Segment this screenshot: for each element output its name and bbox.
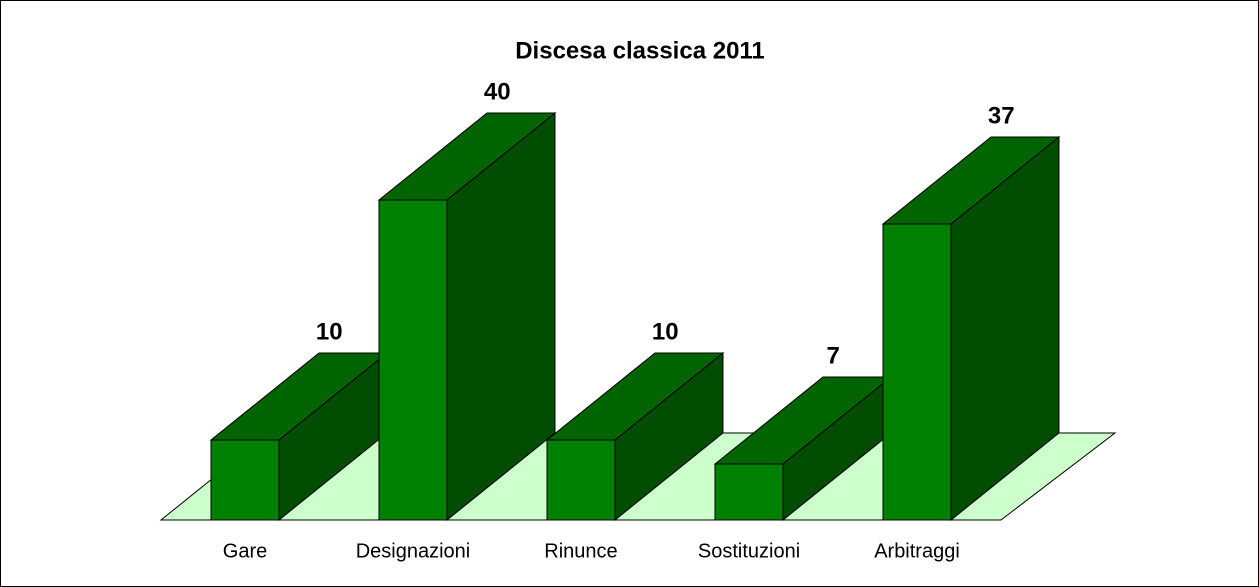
value-label: 37 bbox=[988, 102, 1015, 129]
bar-front bbox=[714, 463, 784, 521]
bar-front bbox=[546, 439, 616, 521]
chart-title: Discesa classica 2011 bbox=[515, 37, 765, 64]
bar-front bbox=[882, 223, 952, 521]
value-label: 40 bbox=[484, 78, 511, 105]
x-tick-label: Designazioni bbox=[356, 540, 471, 562]
x-tick-label: Sostituzioni bbox=[698, 540, 800, 562]
value-label: 7 bbox=[827, 342, 840, 369]
value-label: 10 bbox=[316, 318, 343, 345]
value-label: 10 bbox=[652, 318, 679, 345]
x-tick-label: Arbitraggi bbox=[874, 540, 960, 562]
bar bbox=[713, 375, 893, 522]
bar bbox=[545, 351, 725, 522]
bar bbox=[209, 351, 389, 522]
bar bbox=[377, 111, 557, 522]
x-tick-label: Rinunce bbox=[544, 540, 617, 562]
bar bbox=[881, 135, 1061, 522]
bar-front bbox=[210, 439, 280, 521]
bar-front bbox=[378, 199, 448, 521]
x-tick-label: Gare bbox=[223, 540, 267, 562]
